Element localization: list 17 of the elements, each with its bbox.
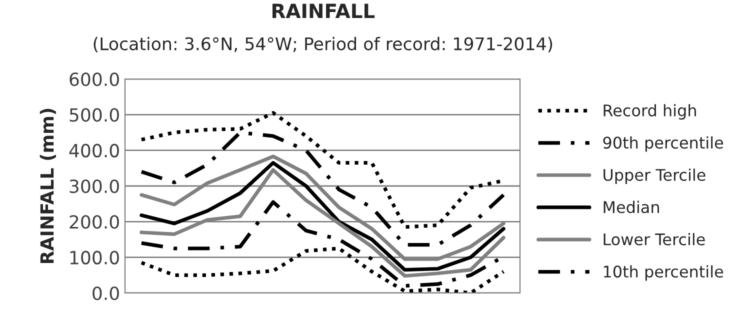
legend-label: Median — [604, 200, 659, 214]
y-tick-label: 0.0 — [92, 286, 119, 300]
legend-label: 10th percentile — [604, 265, 724, 281]
legend-label: Upper Tercile — [604, 168, 706, 184]
legend-label: 90th percentile — [603, 136, 724, 152]
y-tick-label: 400.0 — [69, 144, 119, 158]
y-axis-title: RAINFALL (mm) — [40, 108, 56, 264]
chart-subtitle: (Location: 3.6°N, 54°W; Period of record: 1971-2014) — [94, 36, 552, 52]
y-tick-label: 300.0 — [70, 179, 119, 194]
legend-label: Record high — [604, 104, 696, 120]
y-tick-label: 500.0 — [70, 108, 119, 122]
y-tick-label: 600.0 — [70, 72, 119, 86]
y-tick-label: 100.0 — [70, 250, 119, 264]
y-tick-label: 200.0 — [70, 215, 119, 229]
legend-label: Lower Tercile — [604, 233, 705, 246]
line-series — [140, 130, 506, 247]
chart-title: RAINFALL — [272, 4, 375, 18]
